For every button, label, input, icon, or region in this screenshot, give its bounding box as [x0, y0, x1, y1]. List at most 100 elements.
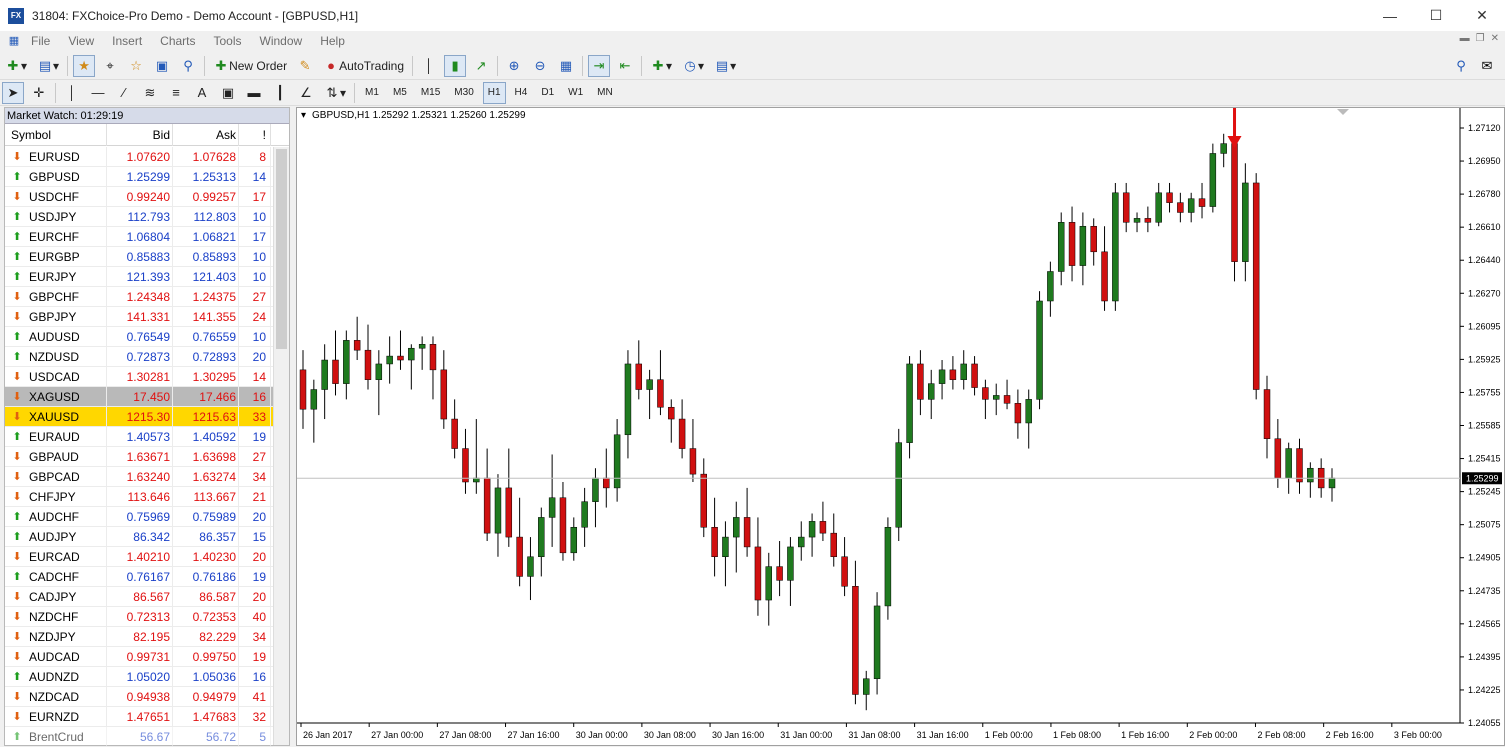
templates-button[interactable]: ▤ ▾: [715, 57, 737, 73]
list-item[interactable]: ⬇ GBPCHF 1.24348 1.24375 27: [5, 286, 273, 307]
list-item[interactable]: ⬆ AUDNZD 1.05020 1.05036 16: [5, 666, 273, 687]
menu-tools[interactable]: Tools: [213, 34, 242, 48]
column-spread[interactable]: !: [239, 123, 271, 146]
indicators-button[interactable]: ✚ ▾: [647, 55, 675, 77]
bar-chart-button[interactable]: │: [418, 55, 440, 77]
chat-icon[interactable]: ✉: [1481, 57, 1493, 73]
list-item[interactable]: ⬆ BrentCrud 56.67 56.72 5: [5, 726, 273, 747]
tf-h4-button[interactable]: H4: [514, 87, 528, 98]
tf-m1-button[interactable]: M1: [365, 87, 379, 98]
tf-w1-button[interactable]: W1: [568, 87, 584, 98]
new-chart-button[interactable]: ✚ ▾: [2, 55, 30, 77]
menu-window[interactable]: Window: [259, 34, 303, 48]
zoom-out-button[interactable]: ⊖: [529, 55, 551, 77]
list-item[interactable]: ⬇ GBPCAD 1.63240 1.63274 34: [5, 466, 273, 487]
zoom-in-button[interactable]: ⊕: [503, 55, 525, 77]
mdi-minimize-button[interactable]: ▬: [1459, 33, 1470, 44]
list-item[interactable]: ⬆ AUDCHF 0.75969 0.75989 20: [5, 506, 273, 527]
list-item[interactable]: ⬇ GBPAUD 1.63671 1.63698 27: [5, 446, 273, 467]
new-order-button[interactable]: ✚ New Order: [210, 55, 290, 77]
list-item[interactable]: ⬇ XAUUSD 1215.30 1215.63 33: [5, 406, 273, 427]
tf-m30-button[interactable]: M30: [454, 87, 474, 98]
autotrading-button[interactable]: ● AutoTrading: [320, 55, 407, 77]
list-item[interactable]: ⬇ USDCAD 1.30281 1.30295 14: [5, 366, 273, 387]
list-item[interactable]: ⬇ CHFJPY 113.646 113.667 21: [5, 486, 273, 507]
menu-insert[interactable]: Insert: [112, 34, 143, 48]
periods-separator-button[interactable]: ┃: [269, 82, 291, 104]
chart-header: ▾ GBPUSD,H1 1.25292 1.25321 1.25260 1.25…: [301, 110, 526, 121]
chart-window[interactable]: ▾ GBPUSD,H1 1.25292 1.25321 1.25260 1.25…: [296, 107, 1505, 746]
vertical-line-button[interactable]: │: [61, 82, 83, 104]
chart-dropdown-icon[interactable]: ▾: [301, 110, 307, 121]
close-button[interactable]: ✕: [1476, 7, 1488, 23]
fibo-fan-button[interactable]: ∠: [295, 82, 317, 104]
menu-help[interactable]: Help: [320, 34, 345, 48]
list-item[interactable]: ⬆ CADCHF 0.76167 0.76186 19: [5, 566, 273, 587]
column-symbol[interactable]: Symbol: [5, 123, 107, 146]
text-button[interactable]: A: [191, 82, 213, 104]
candlestick-chart[interactable]: 1.27120 1.26950 1.26780 1.26610 1.26440 1.262…: [297, 108, 1504, 745]
data-window-button[interactable]: ⌖: [99, 55, 121, 77]
tf-m15-button[interactable]: M15: [420, 87, 441, 98]
rectangle-button[interactable]: ▬: [243, 82, 265, 104]
cursor-button[interactable]: ➤: [2, 81, 24, 104]
list-item[interactable]: ⬆ EURCHF 1.06804 1.06821 17: [5, 226, 273, 247]
auto-scroll-button[interactable]: ⇥: [588, 54, 611, 77]
maximize-button[interactable]: ☐: [1429, 7, 1443, 23]
menu-file[interactable]: File: [31, 34, 51, 48]
strategy-tester-button[interactable]: ⚲: [177, 55, 199, 77]
tf-d1-button[interactable]: D1: [541, 87, 555, 98]
arrows-button[interactable]: ⇅ ▾: [321, 82, 349, 104]
profiles-button[interactable]: ▤ ▾: [38, 57, 60, 73]
list-item[interactable]: ⬇ CADJPY 86.567 86.587 20: [5, 586, 273, 607]
mdi-restore-button[interactable]: ❐: [1475, 33, 1485, 44]
list-item[interactable]: ⬆ EURGBP 0.85883 0.85893 10: [5, 246, 273, 267]
menu-view[interactable]: View: [68, 34, 95, 48]
column-ask[interactable]: Ask: [173, 123, 239, 146]
list-item[interactable]: ⬆ AUDJPY 86.342 86.357 15: [5, 526, 273, 547]
bid-cell: 1.40210: [107, 546, 173, 567]
list-item[interactable]: ⬆ GBPUSD 1.25299 1.25313 14: [5, 166, 273, 187]
fibonacci-button[interactable]: ≡: [165, 82, 187, 104]
trendline-button[interactable]: ∕: [113, 82, 135, 104]
metaeditor-button[interactable]: ✎: [294, 55, 316, 77]
list-item[interactable]: ⬇ GBPJPY 141.331 141.355 24: [5, 306, 273, 327]
column-bid[interactable]: Bid: [107, 123, 173, 146]
list-item[interactable]: ⬇ USDCHF 0.99240 0.99257 17: [5, 186, 273, 207]
list-item[interactable]: ⬇ XAGUSD 17.450 17.466 16: [5, 386, 273, 407]
equidistant-channel-button[interactable]: ≋: [139, 82, 161, 104]
search-icon[interactable]: ⚲: [1456, 57, 1466, 73]
crosshair-button[interactable]: ✛: [28, 82, 50, 104]
scrollbar-thumb[interactable]: [276, 149, 287, 349]
list-item[interactable]: ⬆ AUDUSD 0.76549 0.76559 10: [5, 326, 273, 347]
menu-charts[interactable]: Charts: [160, 34, 196, 48]
market-watch-toggle[interactable]: ★: [73, 54, 96, 77]
list-item[interactable]: ⬇ EURNZD 1.47651 1.47683 32: [5, 706, 273, 727]
list-item[interactable]: ⬇ NZDCHF 0.72313 0.72353 40: [5, 606, 273, 627]
terminal-button[interactable]: ▣: [151, 55, 173, 77]
list-item[interactable]: ⬇ NZDJPY 82.195 82.229 34: [5, 626, 273, 647]
tf-h1-button[interactable]: H1: [482, 81, 506, 104]
minimize-button[interactable]: —: [1383, 7, 1397, 24]
tf-m5-button[interactable]: M5: [392, 87, 407, 98]
list-item[interactable]: ⬇ EURUSD 1.07620 1.07628 8: [5, 146, 273, 167]
line-chart-button[interactable]: ↗: [470, 55, 492, 77]
tile-windows-button[interactable]: ▦: [555, 55, 577, 77]
chart-shift-button[interactable]: ⇤: [614, 55, 636, 77]
spread-cell: 20: [239, 546, 271, 567]
list-item[interactable]: ⬆ EURAUD 1.40573 1.40592 19: [5, 426, 273, 447]
navigator-button[interactable]: ☆: [125, 55, 147, 77]
list-item[interactable]: ⬆ NZDUSD 0.72873 0.72893 20: [5, 346, 273, 367]
list-item[interactable]: ⬇ AUDCAD 0.99731 0.99750 19: [5, 646, 273, 667]
horizontal-line-button[interactable]: —: [87, 82, 109, 104]
list-item[interactable]: ⬇ EURCAD 1.40210 1.40230 20: [5, 546, 273, 567]
list-item[interactable]: ⬆ EURJPY 121.393 121.403 10: [5, 266, 273, 287]
list-item[interactable]: ⬇ NZDCAD 0.94938 0.94979 41: [5, 686, 273, 707]
text-label-button[interactable]: ▣: [217, 82, 239, 104]
tf-mn-button[interactable]: MN: [597, 87, 613, 98]
list-item[interactable]: ⬆ USDJPY 112.793 112.803 10: [5, 206, 273, 227]
candlestick-button[interactable]: ▮: [444, 54, 467, 77]
periods-button[interactable]: ◷ ▾: [679, 55, 707, 77]
market-watch-scrollbar[interactable]: [273, 147, 289, 745]
mdi-close-button[interactable]: ✕: [1490, 33, 1499, 44]
